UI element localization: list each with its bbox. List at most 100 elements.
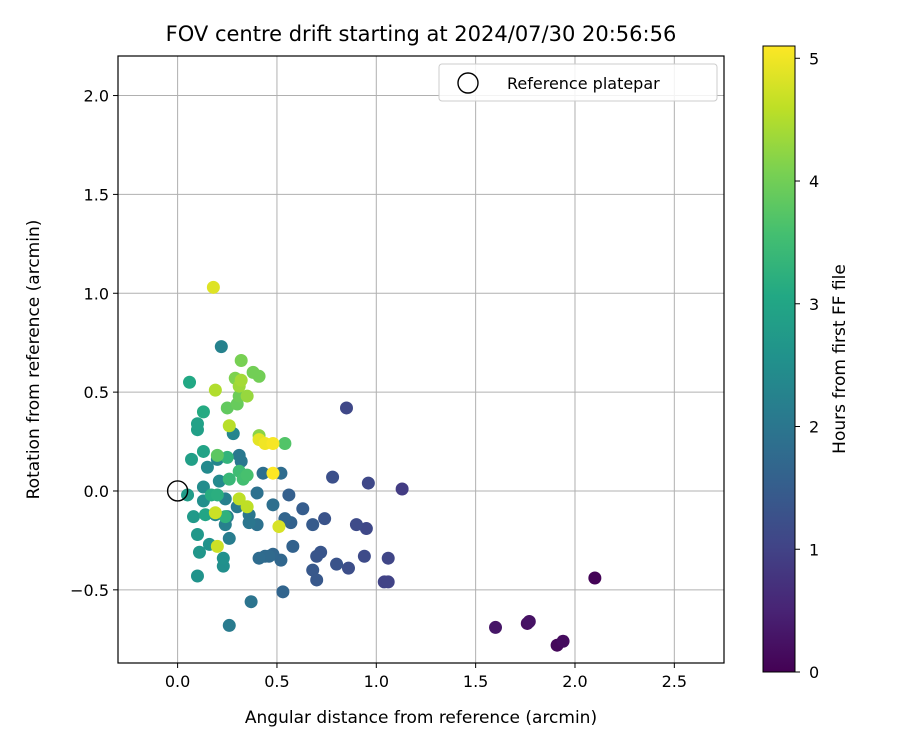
- data-point: [266, 437, 280, 451]
- data-point: [208, 383, 222, 397]
- data-point: [196, 405, 210, 419]
- data-point: [381, 551, 395, 565]
- grid-lines: [118, 56, 724, 663]
- data-point: [240, 500, 254, 514]
- data-point: [381, 575, 395, 589]
- legend-entry: Reference platepar: [507, 74, 660, 93]
- data-point: [318, 512, 332, 526]
- colorbar-label: Hours from first FF file: [830, 264, 850, 454]
- data-point: [218, 510, 232, 524]
- y-tick-label: 0.5: [84, 383, 109, 402]
- data-point: [232, 492, 246, 506]
- data-point: [210, 539, 224, 553]
- data-point: [212, 474, 226, 488]
- data-point: [222, 531, 236, 545]
- data-point: [286, 539, 300, 553]
- data-point: [187, 510, 201, 524]
- legend-marker: [457, 72, 479, 94]
- x-tick-label: 2.0: [562, 672, 587, 691]
- data-point: [522, 614, 536, 628]
- legend-box: [438, 63, 718, 102]
- y-tick-label: 2.0: [84, 87, 109, 106]
- y-axis-label: Rotation from reference (arcmin): [24, 220, 44, 500]
- plot-area: [118, 56, 724, 663]
- data-point: [190, 527, 204, 541]
- data-point: [272, 520, 286, 534]
- data-point: [192, 545, 206, 559]
- data-point: [278, 437, 292, 451]
- data-point: [220, 401, 234, 415]
- data-point: [296, 502, 310, 516]
- data-point: [489, 620, 503, 634]
- data-point: [282, 488, 296, 502]
- data-point: [341, 561, 355, 575]
- data-point: [359, 522, 373, 536]
- data-point: [196, 480, 210, 494]
- data-point: [310, 573, 324, 587]
- x-tick-label: 1.5: [463, 672, 488, 691]
- data-point: [216, 551, 230, 565]
- data-point: [220, 450, 234, 464]
- data-point: [310, 549, 324, 563]
- data-point: [208, 506, 222, 520]
- data-point: [222, 419, 236, 433]
- data-point: [190, 417, 204, 431]
- data-point: [252, 551, 266, 565]
- data-point: [361, 476, 375, 490]
- data-point: [256, 466, 270, 480]
- data-point: [556, 634, 570, 648]
- colorbar-tick-label: 0: [809, 663, 819, 682]
- y-tick-label: −0.5: [70, 581, 109, 600]
- data-point: [234, 454, 248, 468]
- colorbar-tick-label: 5: [809, 49, 819, 68]
- data-point: [357, 549, 371, 563]
- colorbar-ticks: 0 1 2 3 4 5: [795, 49, 819, 682]
- chart-title: FOV centre drift starting at 2024/07/30 …: [166, 22, 677, 46]
- data-point: [240, 389, 254, 403]
- y-tick-label: 1.0: [84, 284, 109, 303]
- x-axis-ticks: 0.0 0.5 1.0 1.5 2.0 2.5: [165, 663, 687, 691]
- data-point: [244, 595, 258, 609]
- x-axis-label: Angular distance from reference (arcmin): [245, 708, 597, 728]
- data-point: [395, 482, 409, 496]
- x-tick-label: 0.5: [264, 672, 289, 691]
- data-point: [252, 369, 266, 383]
- data-point: [349, 518, 363, 532]
- colorbar-gradient: [762, 45, 796, 673]
- data-point: [240, 468, 254, 482]
- legend: Reference platepar: [438, 63, 718, 102]
- y-tick-label: 1.5: [84, 185, 109, 204]
- data-point: [242, 516, 256, 530]
- data-point: [222, 618, 236, 632]
- colorbar-tick-label: 4: [809, 172, 819, 191]
- data-point: [339, 401, 353, 415]
- data-point: [210, 448, 224, 462]
- data-point: [210, 488, 224, 502]
- y-tick-label: 0.0: [84, 482, 109, 501]
- data-point: [206, 280, 220, 294]
- x-tick-label: 0.0: [165, 672, 190, 691]
- reference-point-marker: [166, 480, 189, 502]
- data-point: [276, 585, 290, 599]
- colorbar-tick-label: 1: [809, 540, 819, 559]
- colorbar-tick-label: 2: [809, 418, 819, 437]
- data-point: [234, 373, 248, 387]
- data-point: [222, 472, 236, 486]
- data-point: [198, 508, 212, 522]
- data-point: [200, 460, 214, 474]
- data-point: [214, 340, 228, 354]
- data-point: [326, 470, 340, 484]
- data-point: [266, 466, 280, 480]
- data-point: [588, 571, 602, 585]
- plot-frame: [117, 55, 725, 664]
- data-point: [306, 563, 320, 577]
- data-point: [250, 486, 264, 500]
- data-point: [196, 444, 210, 458]
- data-point: [234, 353, 248, 367]
- data-point: [306, 518, 320, 532]
- x-tick-label: 1.0: [364, 672, 389, 691]
- colorbar-tick-label: 3: [809, 295, 819, 314]
- data-point: [190, 569, 204, 583]
- data-point: [266, 498, 280, 512]
